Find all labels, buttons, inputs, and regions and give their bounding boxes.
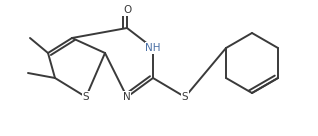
Text: S: S [83,92,89,102]
Text: N: N [123,92,131,102]
Text: O: O [123,5,131,15]
Text: NH: NH [145,43,161,53]
Text: S: S [182,92,188,102]
